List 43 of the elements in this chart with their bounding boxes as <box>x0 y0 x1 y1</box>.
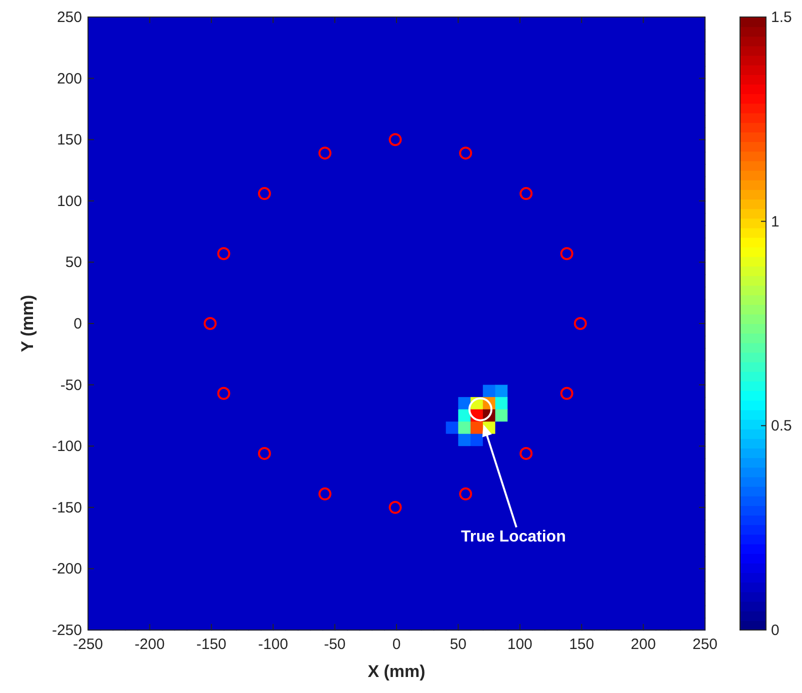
x-tick-label: -100 <box>258 636 288 653</box>
color-bar-label: 1 <box>771 213 780 230</box>
x-tick-label: 50 <box>450 636 467 653</box>
point <box>459 146 472 160</box>
y-axis-title: Y (mm) <box>18 294 37 352</box>
x-tick-label: 150 <box>569 636 594 653</box>
point <box>318 487 332 500</box>
x-tick-label: -200 <box>134 636 165 653</box>
x-tick-label: 200 <box>630 636 656 653</box>
y-tick-label: 100 <box>56 192 82 210</box>
y-tick-label: -150 <box>52 499 82 516</box>
point <box>574 317 587 330</box>
point <box>204 317 217 330</box>
point <box>388 500 402 514</box>
x-tick-label: 250 <box>692 636 718 653</box>
point <box>258 187 271 200</box>
color-bar-label: 1.5 <box>771 9 792 26</box>
y-tick-label: 50 <box>65 254 82 272</box>
x-axis-title: X (mm) <box>368 662 426 681</box>
y-tick-label: -100 <box>52 438 82 456</box>
y-tick-label: 200 <box>56 70 82 88</box>
color-bar-label: 0.5 <box>771 418 792 435</box>
y-tick-label: 150 <box>56 132 82 149</box>
y-tick-label: -50 <box>60 376 82 394</box>
x-tick-label: 100 <box>507 636 532 653</box>
point <box>217 386 230 400</box>
y-tick-label: -250 <box>52 622 82 639</box>
y-tick-label: 0 <box>74 316 82 332</box>
point <box>388 133 402 146</box>
point <box>217 247 230 260</box>
y-tick-label: 250 <box>56 9 82 26</box>
y-tick-label: -200 <box>52 560 82 578</box>
annotation: True Location <box>460 528 566 546</box>
x-tick-label: 0 <box>392 636 401 653</box>
point <box>468 397 492 422</box>
x-tick-label: -50 <box>324 636 346 653</box>
point <box>560 386 574 400</box>
color-bar-label: 0 <box>771 622 780 639</box>
x-tick-label: -150 <box>196 636 226 653</box>
point <box>258 446 271 460</box>
point <box>560 247 574 260</box>
point <box>318 146 332 160</box>
point <box>459 487 472 500</box>
